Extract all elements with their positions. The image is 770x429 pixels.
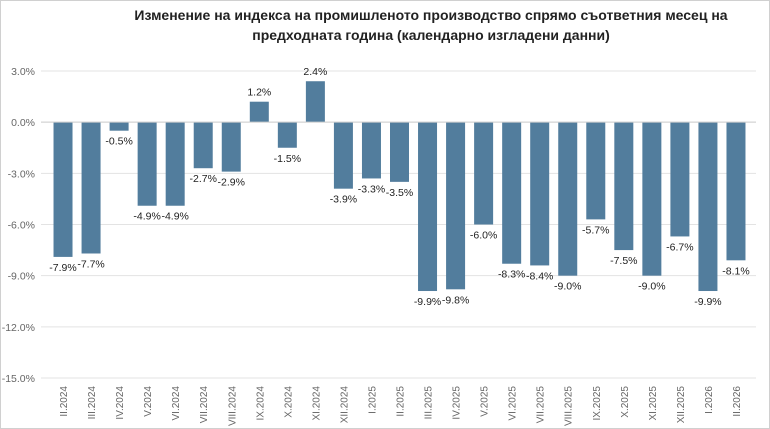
x-tick-label: V.2025 — [480, 386, 491, 417]
data-label: -8.3% — [498, 269, 525, 281]
bar — [586, 122, 606, 220]
bar — [305, 81, 325, 123]
data-label: -4.9% — [133, 211, 160, 223]
data-label: -9.0% — [638, 281, 665, 293]
data-label: -3.3% — [358, 183, 385, 195]
bar — [193, 122, 213, 169]
bar — [361, 122, 381, 179]
x-tick-label: X.2024 — [283, 386, 294, 418]
x-tick-label: X.2025 — [620, 386, 631, 418]
data-label: -4.9% — [161, 211, 188, 223]
bar — [418, 122, 438, 292]
data-label: -3.5% — [386, 187, 413, 199]
data-label: -2.7% — [190, 173, 217, 185]
data-label: 2.4% — [303, 66, 327, 78]
data-label: -8.4% — [526, 270, 553, 282]
data-label: -7.9% — [49, 262, 76, 274]
data-label: -7.5% — [610, 255, 637, 267]
x-tick-label: XI.2025 — [648, 386, 659, 421]
bar — [530, 122, 550, 266]
bar — [726, 122, 746, 261]
x-tick-label: IV.2025 — [452, 386, 463, 420]
data-label: -1.5% — [274, 153, 301, 165]
y-tick-label: -6.0% — [8, 220, 35, 232]
y-tick-label: 3.0% — [11, 66, 35, 78]
bar — [109, 122, 129, 131]
x-tick-label: VII.2024 — [199, 386, 210, 424]
x-tick-label: IX.2024 — [255, 386, 266, 421]
bar — [614, 122, 634, 251]
bar — [698, 122, 718, 292]
data-label: -3.9% — [330, 194, 357, 206]
bar — [333, 122, 353, 189]
bar — [670, 122, 690, 237]
data-label: -9.8% — [442, 294, 469, 306]
bar — [53, 122, 73, 257]
bar — [81, 122, 101, 254]
data-label: -8.1% — [722, 265, 749, 277]
y-tick-label: 0.0% — [11, 117, 35, 129]
y-tick-label: -12.0% — [2, 322, 35, 334]
x-tick-label: III.2024 — [87, 386, 98, 420]
y-tick-label: -3.0% — [8, 168, 35, 180]
bar — [390, 122, 409, 182]
data-label: -6.7% — [666, 241, 693, 253]
data-label: -9.9% — [694, 296, 721, 308]
data-label: -2.9% — [218, 177, 245, 189]
data-label: -5.7% — [582, 224, 609, 236]
x-tick-label: VI.2024 — [171, 386, 182, 421]
x-tick-label: II.2025 — [396, 386, 407, 417]
bar — [474, 122, 494, 225]
x-tick-label: XII.2024 — [339, 386, 350, 424]
data-label: -9.9% — [414, 296, 441, 308]
bar — [558, 122, 578, 276]
bar — [165, 122, 185, 206]
bar — [502, 122, 522, 264]
x-tick-label: III.2025 — [424, 386, 435, 420]
data-label: -7.7% — [77, 258, 104, 270]
x-tick-label: VI.2025 — [508, 386, 519, 421]
chart-title: Изменение на индекса на промишленото про… — [134, 7, 728, 43]
x-tick-label: V.2024 — [143, 386, 154, 417]
bar — [277, 122, 297, 148]
x-tick-label: II.2026 — [732, 386, 743, 417]
data-label: 1.2% — [247, 87, 271, 99]
x-tick-label: IV.2024 — [115, 386, 126, 420]
x-tick-label: VIII.2025 — [564, 386, 575, 426]
x-tick-label: II.2024 — [59, 386, 70, 417]
x-tick-label: VIII.2024 — [227, 386, 238, 426]
x-tick-label: XII.2025 — [676, 386, 687, 424]
x-tick-label: XI.2024 — [311, 386, 322, 421]
bar — [221, 122, 241, 172]
data-label: -9.0% — [554, 281, 581, 293]
x-tick-label: IX.2025 — [592, 386, 603, 421]
data-label: -6.0% — [470, 230, 497, 242]
x-tick-label: VII.2025 — [536, 386, 547, 424]
bar — [446, 122, 466, 290]
bar — [249, 101, 269, 123]
y-tick-label: -9.0% — [8, 271, 35, 283]
data-label: -0.5% — [105, 136, 132, 148]
y-tick-label: -15.0% — [2, 373, 35, 385]
bar — [137, 122, 157, 206]
x-tick-label: I.2025 — [367, 386, 378, 414]
x-tick-label: I.2026 — [704, 386, 715, 414]
bar — [642, 122, 662, 276]
